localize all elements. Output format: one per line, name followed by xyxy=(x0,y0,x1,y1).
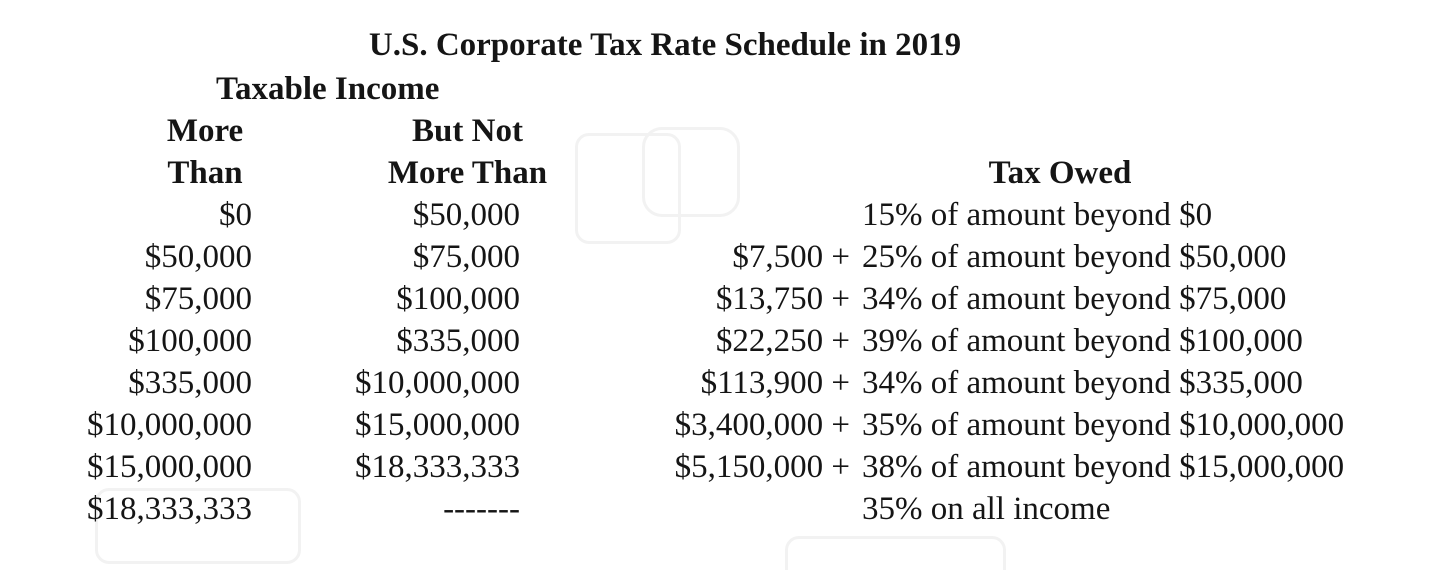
but-not-more-cell: $50,000 xyxy=(412,197,520,233)
column-header-but-not-more-than-line1: But Not xyxy=(412,113,523,149)
tax-rate-cell: 38% of amount beyond $15,000,000 xyxy=(862,449,1345,485)
tax-base-cell: $5,150,000 + xyxy=(674,449,850,485)
column-header-more-than-line1: More xyxy=(166,113,244,149)
but-not-more-cell: $75,000 xyxy=(412,239,520,275)
tax-rate-cell: 15% of amount beyond $0 xyxy=(862,197,1213,233)
table-row: $50,000 $75,000 $7,500 + 25% of amount b… xyxy=(0,236,1440,278)
watermark-artifact xyxy=(575,133,681,244)
more-than-cell: $18,333,333 xyxy=(87,491,252,527)
watermark-artifact xyxy=(642,127,740,217)
no-upper-limit-dashes: ------- xyxy=(443,491,520,527)
watermark-artifact xyxy=(785,536,1006,570)
table-row: $335,000 $10,000,000 $113,900 + 34% of a… xyxy=(0,362,1440,404)
taxable-income-group-header: Taxable Income xyxy=(216,71,440,107)
but-not-more-cell: $15,000,000 xyxy=(355,407,520,443)
tax-rate-cell: 25% of amount beyond $50,000 xyxy=(862,239,1287,275)
more-than-cell: $75,000 xyxy=(144,281,252,317)
more-than-cell: $335,000 xyxy=(128,365,252,401)
more-than-cell: $15,000,000 xyxy=(87,449,252,485)
tax-rate-cell: 35% on all income xyxy=(862,491,1111,527)
tax-rate-cell: 35% of amount beyond $10,000,000 xyxy=(862,407,1345,443)
tax-rate-cell: 34% of amount beyond $335,000 xyxy=(862,365,1303,401)
column-header-but-not-more-than: But Not More Than xyxy=(360,110,575,194)
more-than-cell: $0 xyxy=(219,197,252,233)
but-not-more-cell: $18,333,333 xyxy=(355,449,520,485)
table-row: $10,000,000 $15,000,000 $3,400,000 + 35%… xyxy=(0,404,1440,446)
table-row: $75,000 $100,000 $13,750 + 34% of amount… xyxy=(0,278,1440,320)
column-header-more-than-line2: Than xyxy=(167,155,243,191)
tax-rate-cell: 39% of amount beyond $100,000 xyxy=(862,323,1303,359)
column-header-more-than: More Than xyxy=(130,110,280,194)
table-row: $0 $50,000 15% of amount beyond $0 xyxy=(0,194,1440,236)
tax-base-cell: $13,750 + xyxy=(715,281,850,317)
more-than-cell: $100,000 xyxy=(128,323,252,359)
watermark-artifact xyxy=(95,488,301,564)
tax-base-cell: $3,400,000 + xyxy=(674,407,850,443)
tax-base-cell: $7,500 + xyxy=(732,239,850,275)
column-header-tax-owed: Tax Owed xyxy=(988,155,1132,191)
tax-schedule-table: $0 $50,000 15% of amount beyond $0 $50,0… xyxy=(0,194,1440,530)
more-than-cell: $50,000 xyxy=(144,239,252,275)
but-not-more-cell: $100,000 xyxy=(396,281,520,317)
but-not-more-cell: $10,000,000 xyxy=(355,365,520,401)
page-title: U.S. Corporate Tax Rate Schedule in 2019 xyxy=(368,27,962,63)
column-header-but-not-more-than-line2: More Than xyxy=(387,155,548,191)
tax-base-cell: $113,900 + xyxy=(700,365,850,401)
but-not-more-cell: $335,000 xyxy=(396,323,520,359)
tax-rate-cell: 34% of amount beyond $75,000 xyxy=(862,281,1287,317)
table-row: $100,000 $335,000 $22,250 + 39% of amoun… xyxy=(0,320,1440,362)
table-row: $15,000,000 $18,333,333 $5,150,000 + 38%… xyxy=(0,446,1440,488)
tax-base-cell: $22,250 + xyxy=(715,323,850,359)
table-row: $18,333,333 ------- 35% on all income xyxy=(0,488,1440,530)
more-than-cell: $10,000,000 xyxy=(87,407,252,443)
